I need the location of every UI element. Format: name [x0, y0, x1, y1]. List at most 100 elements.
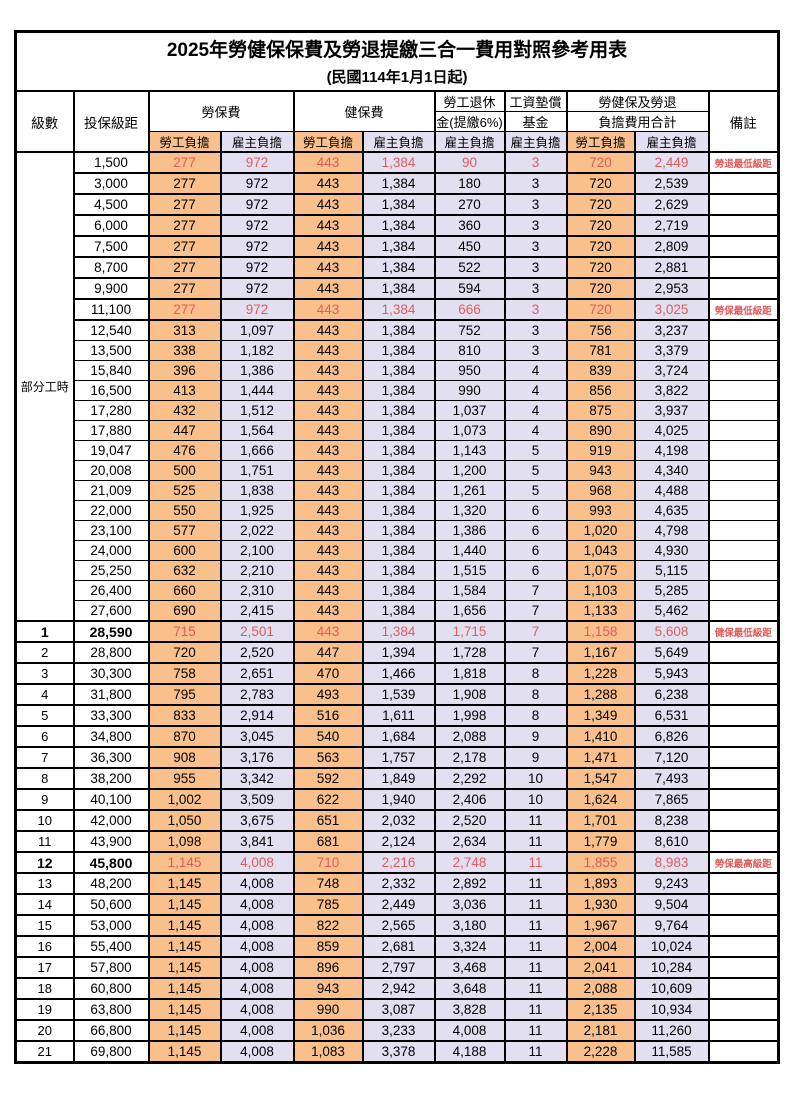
- cell-total-employee: 1,624: [565, 788, 636, 811]
- cell-total-employer: 6,238: [633, 683, 710, 706]
- cell-health-employee: 443: [292, 420, 364, 441]
- cell-fund-employer: 6: [503, 520, 568, 541]
- cell-total-employer: 9,504: [633, 893, 710, 916]
- table-row: 17,280 432 1,512 443 1,384 1,037 4 875 3…: [16, 400, 780, 421]
- cell-health-employee: 859: [292, 935, 364, 958]
- cell-labor-employer: 972: [219, 277, 295, 300]
- cell-total-employer: 4,340: [633, 460, 710, 481]
- cell-total-employee: 720: [565, 151, 636, 174]
- cell-remark: [707, 460, 780, 481]
- cell-total-employee: 919: [565, 440, 636, 461]
- cell-remark: [707, 420, 780, 441]
- table-row: 15,840 396 1,386 443 1,384 950 4 839 3,7…: [16, 360, 780, 381]
- cell-pension-employer: 4,008: [433, 1019, 506, 1042]
- cell-labor-employer: 972: [219, 151, 295, 174]
- cell-labor-employee: 955: [147, 767, 222, 790]
- cell-labor-employee: 277: [147, 298, 222, 321]
- cell-total-employer: 9,764: [633, 914, 710, 937]
- subheader-health-employer: 雇主負擔: [361, 131, 436, 153]
- cell-health-employer: 3,087: [361, 998, 436, 1021]
- cell-health-employee: 710: [292, 851, 364, 874]
- cell-fund-employer: 9: [503, 725, 568, 748]
- cell-remark: [707, 956, 780, 979]
- cell-total-employee: 1,075: [565, 560, 636, 581]
- cell-bracket: 25,250: [72, 560, 150, 581]
- cell-labor-employee: 338: [147, 340, 222, 361]
- cell-fund-employer: 8: [503, 704, 568, 727]
- cell-level: 12: [14, 851, 75, 874]
- cell-health-employee: 943: [292, 977, 364, 1000]
- cell-fund-employer: 7: [503, 580, 568, 601]
- cell-level: 17: [14, 956, 75, 979]
- col-header-total-line2: 負擔費用合計: [565, 111, 710, 132]
- cell-pension-employer: 810: [433, 340, 506, 361]
- cell-labor-employee: 833: [147, 704, 222, 727]
- cell-health-employee: 1,083: [292, 1040, 364, 1064]
- cell-pension-employer: 666: [433, 298, 506, 321]
- cell-bracket: 48,200: [72, 872, 150, 895]
- table-row: 4,500 277 972 443 1,384 270 3 720 2,629: [16, 193, 780, 216]
- cell-pension-employer: 2,178: [433, 746, 506, 769]
- table-row: 25,250 632 2,210 443 1,384 1,515 6 1,075…: [16, 560, 780, 581]
- cell-health-employer: 1,384: [361, 172, 436, 195]
- cell-labor-employer: 4,008: [219, 935, 295, 958]
- cell-bracket: 34,800: [72, 725, 150, 748]
- cell-health-employer: 1,384: [361, 540, 436, 561]
- cell-fund-employer: 11: [503, 830, 568, 853]
- cell-pension-employer: 1,440: [433, 540, 506, 561]
- cell-labor-employer: 1,512: [219, 400, 295, 421]
- table-row: 18 60,800 1,145 4,008 943 2,942 3,648 11…: [14, 977, 780, 1000]
- cell-health-employee: 443: [292, 580, 364, 601]
- cell-level: 8: [14, 767, 75, 790]
- cell-health-employee: 493: [292, 683, 364, 706]
- cell-labor-employer: 4,008: [219, 893, 295, 916]
- cell-fund-employer: 3: [503, 235, 568, 258]
- cell-remark: [707, 830, 780, 853]
- col-header-bracket: 投保級距: [72, 90, 150, 153]
- cell-labor-employer: 2,783: [219, 683, 295, 706]
- cell-health-employer: 1,611: [361, 704, 436, 727]
- cell-health-employee: 443: [292, 172, 364, 195]
- cell-labor-employee: 1,145: [147, 914, 222, 937]
- cell-bracket: 36,300: [72, 746, 150, 769]
- cell-health-employee: 443: [292, 440, 364, 461]
- cell-health-employer: 1,384: [361, 500, 436, 521]
- cell-pension-employer: 1,143: [433, 440, 506, 461]
- cell-bracket: 3,000: [72, 172, 150, 195]
- cell-total-employer: 9,243: [633, 872, 710, 895]
- cell-bracket: 55,400: [72, 935, 150, 958]
- subheader-total-employer: 雇主負擔: [633, 131, 710, 153]
- cell-total-employer: 5,115: [633, 560, 710, 581]
- cell-level: 14: [14, 893, 75, 916]
- cell-pension-employer: 360: [433, 214, 506, 237]
- cell-pension-employer: 1,037: [433, 400, 506, 421]
- cell-labor-employee: 795: [147, 683, 222, 706]
- cell-labor-employee: 277: [147, 214, 222, 237]
- cell-remark: [707, 767, 780, 790]
- cell-pension-employer: 270: [433, 193, 506, 216]
- cell-remark: [707, 746, 780, 769]
- cell-total-employer: 5,649: [633, 641, 710, 664]
- cell-labor-employer: 2,415: [219, 600, 295, 622]
- cell-total-employee: 2,041: [565, 956, 636, 979]
- cell-health-employer: 2,681: [361, 935, 436, 958]
- cell-total-employer: 10,934: [633, 998, 710, 1021]
- cell-total-employee: 1,167: [565, 641, 636, 664]
- cell-labor-employer: 2,100: [219, 540, 295, 561]
- table-row: 3,000 277 972 443 1,384 180 3 720 2,539: [16, 172, 780, 195]
- cell-total-employee: 1,930: [565, 893, 636, 916]
- cell-remark: [707, 1040, 780, 1064]
- cell-remark: [707, 193, 780, 216]
- cell-labor-employer: 2,210: [219, 560, 295, 581]
- table-row: 3 30,300 758 2,651 470 1,466 1,818 8 1,2…: [14, 662, 780, 685]
- cell-total-employee: 781: [565, 340, 636, 361]
- table-row: 23,100 577 2,022 443 1,384 1,386 6 1,020…: [16, 520, 780, 541]
- cell-labor-employer: 972: [219, 256, 295, 279]
- col-header-total-line1: 勞健保及勞退: [565, 90, 710, 112]
- cell-health-employee: 470: [292, 662, 364, 685]
- cell-fund-employer: 5: [503, 460, 568, 481]
- cell-level: 3: [14, 662, 75, 685]
- cell-total-employee: 2,088: [565, 977, 636, 1000]
- cell-health-employer: 1,384: [361, 193, 436, 216]
- cell-fund-employer: 11: [503, 914, 568, 937]
